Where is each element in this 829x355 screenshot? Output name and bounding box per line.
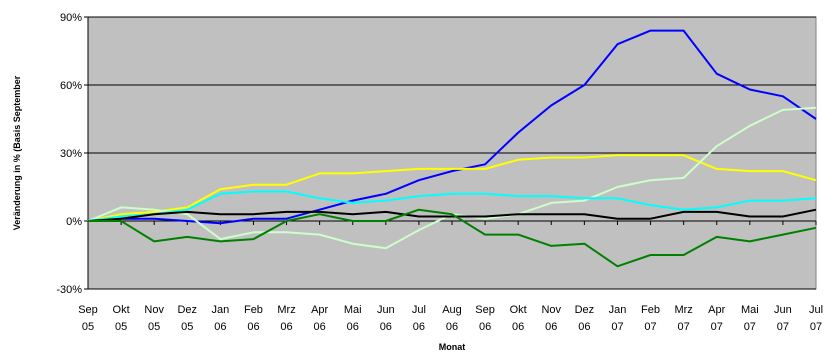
x-tick-label-month: Nov bbox=[541, 304, 561, 316]
y-tick-label: 60% bbox=[60, 80, 82, 92]
x-tick-label-year: 06 bbox=[247, 321, 259, 333]
x-tick-label-year: 07 bbox=[777, 321, 789, 333]
x-tick-label-month: Feb bbox=[244, 304, 263, 316]
x-tick-label-month: Dez bbox=[575, 304, 595, 316]
x-tick-label-year: 06 bbox=[545, 321, 557, 333]
x-tick-label-month: Apr bbox=[708, 304, 725, 316]
x-tick-label-year: 05 bbox=[181, 321, 193, 333]
series-line-1 bbox=[87, 29, 817, 225]
x-tick-label-year: 07 bbox=[810, 321, 822, 333]
x-tick-label-year: 07 bbox=[678, 321, 690, 333]
x-tick-label-year: 05 bbox=[115, 321, 127, 333]
x-tick-label-year: 06 bbox=[314, 321, 326, 333]
x-tick-label-year: 06 bbox=[380, 321, 392, 333]
x-tick-label-month: Okt bbox=[113, 304, 130, 316]
axes bbox=[84, 16, 817, 290]
y-tick-label: 0% bbox=[66, 216, 82, 228]
series-line-5 bbox=[87, 208, 817, 222]
x-tick-label-month: Jul bbox=[809, 304, 823, 316]
x-tick-label-month: Jan bbox=[609, 304, 627, 316]
x-tick-label-year: 07 bbox=[711, 321, 723, 333]
x-tick-label-year: 07 bbox=[744, 321, 756, 333]
x-tick-labels: Sep 05 Okt 05 Nov 05 Dez 05 Jan 06 Feb 06 Mrz 06 Apr 06… bbox=[78, 304, 823, 333]
x-tick-label-month: Sep bbox=[78, 304, 98, 316]
x-tick-label-month: Mai bbox=[344, 304, 362, 316]
x-tick-label-month: Jul bbox=[412, 304, 426, 316]
x-tick-label-month: Mrz bbox=[674, 304, 692, 316]
x-tick-label-month: Okt bbox=[510, 304, 527, 316]
x-tick-label-month: Jan bbox=[211, 304, 229, 316]
series-line-2 bbox=[87, 154, 817, 222]
x-tick-label-year: 06 bbox=[446, 321, 458, 333]
x-tick-label-month: Dez bbox=[177, 304, 197, 316]
x-tick-label-year: 06 bbox=[347, 321, 359, 333]
series-line-6 bbox=[88, 208, 817, 268]
x-axis-title: Monat bbox=[439, 342, 466, 352]
x-tick-label-month: Apr bbox=[311, 304, 328, 316]
x-tick-label-year: 06 bbox=[214, 321, 226, 333]
x-tick-label-year: 07 bbox=[611, 321, 623, 333]
x-tick-label-month: Feb bbox=[641, 304, 660, 316]
x-tick-label-month: Sep bbox=[475, 304, 495, 316]
x-tick-label-month: Mrz bbox=[277, 304, 295, 316]
y-tick-label: 90% bbox=[60, 12, 82, 24]
x-tick-label-year: 05 bbox=[148, 321, 160, 333]
y-tick-labels: -30% 0% 30% 60% 90% bbox=[56, 12, 82, 296]
x-tick-label-month: Jun bbox=[774, 304, 792, 316]
x-tick-label-year: 06 bbox=[512, 321, 524, 333]
x-tick-label-year: 05 bbox=[82, 321, 94, 333]
y-axis-title: Veränderung in % (Basis September bbox=[12, 75, 22, 230]
x-tick-label-month: Nov bbox=[144, 304, 164, 316]
series-line-4 bbox=[87, 190, 817, 222]
series-lines bbox=[87, 29, 817, 268]
x-tick-label-year: 07 bbox=[644, 321, 656, 333]
x-tick-label-year: 06 bbox=[280, 321, 292, 333]
x-tick-label-year: 06 bbox=[578, 321, 590, 333]
x-tick-label-year: 06 bbox=[479, 321, 491, 333]
x-tick-label-year: 06 bbox=[413, 321, 425, 333]
x-tick-label-month: Mai bbox=[741, 304, 759, 316]
y-tick-label: 30% bbox=[60, 148, 82, 160]
y-tick-label: -30% bbox=[56, 284, 82, 296]
x-tick-label-month: Jun bbox=[377, 304, 395, 316]
x-tick-label-month: Aug bbox=[442, 304, 462, 316]
